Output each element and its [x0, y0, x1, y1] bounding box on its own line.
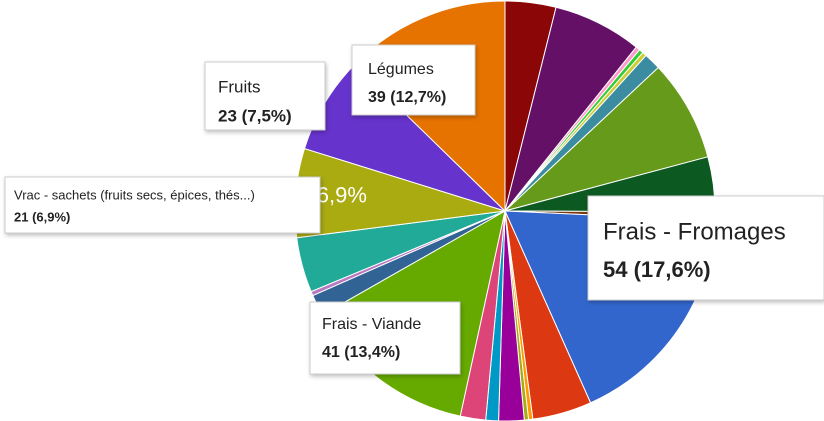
tooltips: Frais - Fromages 54 (17,6%) Frais - Viande… [4, 44, 824, 375]
tooltip-box [4, 176, 321, 234]
tooltip-box [587, 195, 824, 301]
tooltip-value: 54 (17,6%) [603, 257, 711, 282]
tooltip-title: Frais - Viande [322, 316, 421, 333]
tooltip-value: 23 (7,5%) [218, 106, 292, 125]
tooltip-value: 39 (12,7%) [368, 89, 446, 106]
tooltip-box [204, 61, 326, 131]
tooltip-title: Légumes [368, 61, 434, 78]
tooltip-title: Vrac - sachets (fruits secs, épices, thé… [14, 187, 255, 202]
tooltip-title: Frais - Fromages [603, 218, 786, 245]
tooltip-title: Fruits [218, 77, 261, 96]
slice[interactable] [504, 66, 709, 212]
tooltip-box [309, 301, 461, 375]
slice-label: 6,9% [317, 183, 367, 208]
tooltip-box [351, 44, 476, 116]
tooltip-value: 21 (6,9%) [14, 209, 70, 224]
tooltip-value: 41 (13,4%) [322, 344, 400, 361]
